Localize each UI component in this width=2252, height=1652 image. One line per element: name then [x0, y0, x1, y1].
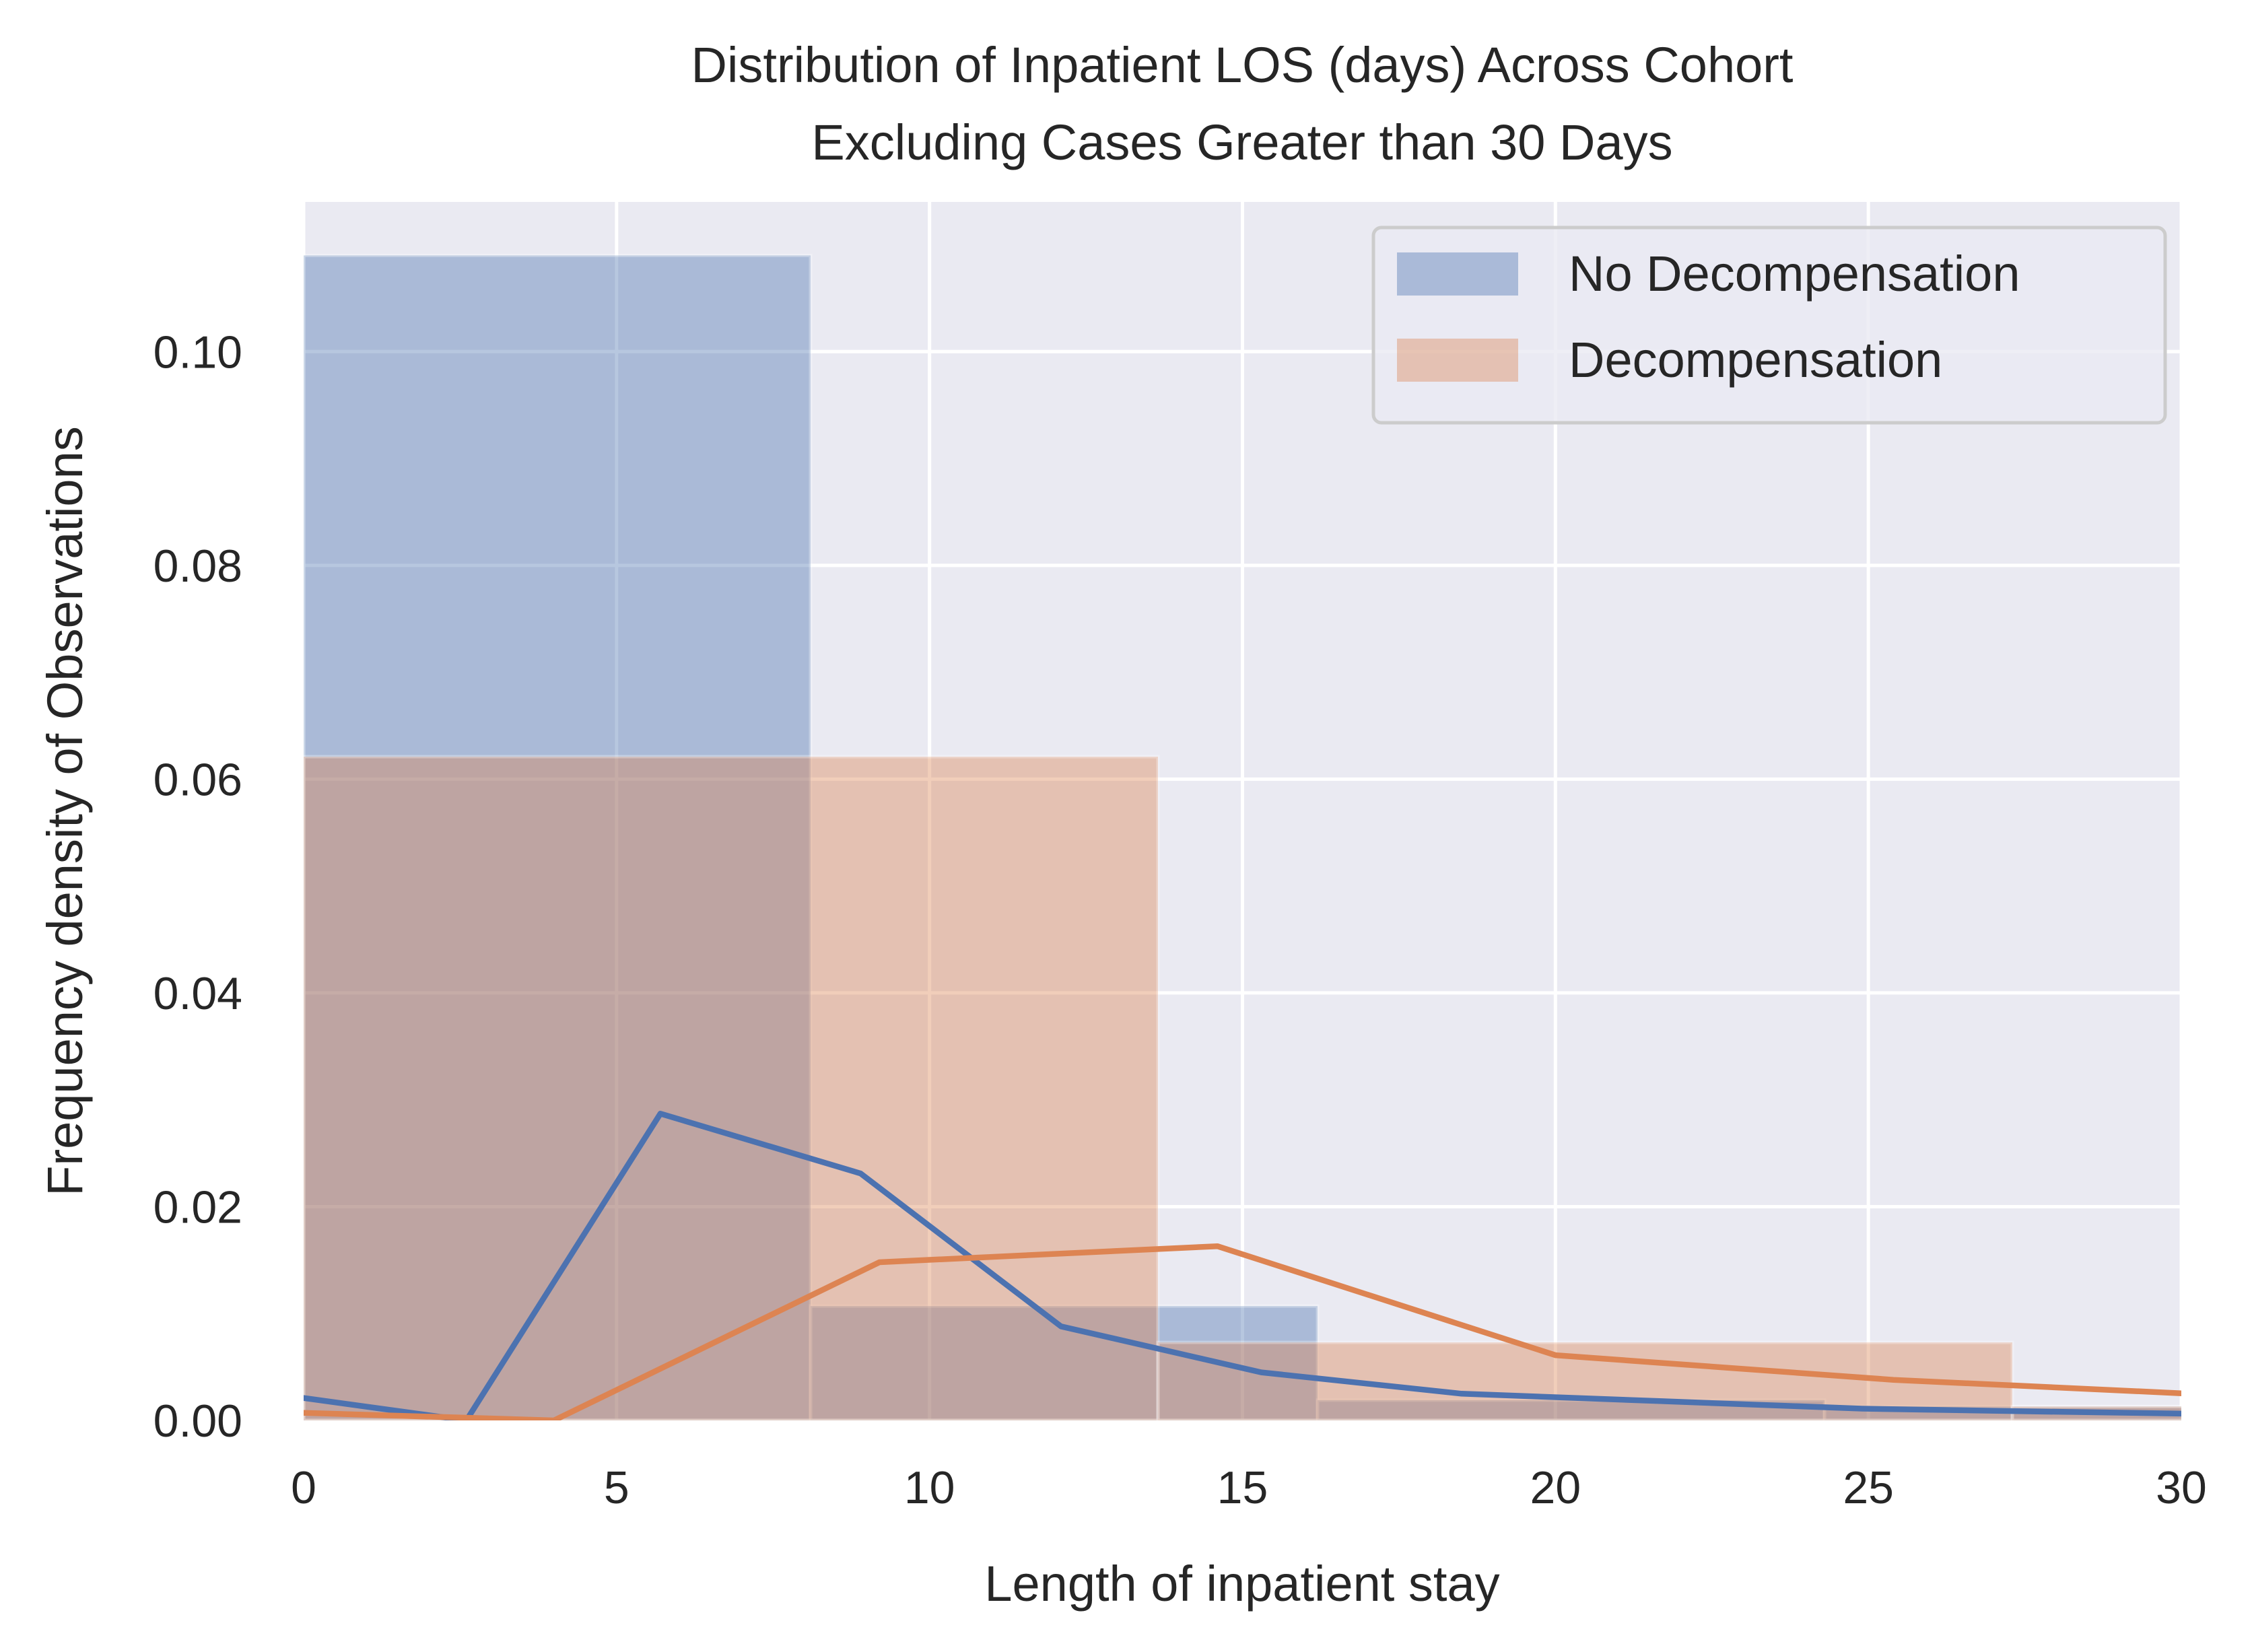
legend-label-decompensation: Decompensation	[1569, 332, 1942, 388]
y-tick-label: 0.10	[153, 326, 242, 378]
x-axis-label: Length of inpatient stay	[984, 1556, 1499, 1612]
y-axis-ticks: 0.00 0.02 0.04 0.06 0.08 0.10	[153, 326, 242, 1447]
y-tick-label: 0.02	[153, 1181, 242, 1233]
histogram-bar-no-decompensation	[304, 253, 813, 1420]
y-tick-label: 0.00	[153, 1396, 242, 1447]
y-tick-label: 0.04	[153, 968, 242, 1019]
x-tick-label: 0	[291, 1462, 316, 1513]
legend-frame	[1371, 226, 2167, 425]
chart-title: Distribution of Inpatient LOS (days) Acr…	[691, 37, 1794, 93]
histogram-bar-decompensation	[304, 755, 1160, 1420]
x-tick-label: 25	[1843, 1462, 1894, 1513]
density-lines	[304, 1111, 2181, 1420]
legend-swatch-no-decompensation	[1397, 252, 1518, 296]
x-axis-ticks: 0 5 10 15 20 25 30	[291, 1462, 2207, 1513]
y-tick-label: 0.06	[153, 754, 242, 805]
x-tick-label: 10	[904, 1462, 955, 1513]
x-tick-label: 30	[2156, 1462, 2207, 1513]
density-line-3	[304, 1243, 2181, 1420]
x-tick-label: 15	[1217, 1462, 1268, 1513]
y-axis-label: Frequency density of Observations	[37, 426, 93, 1196]
legend: No Decompensation Decompensation	[1371, 226, 2167, 425]
density-line-2	[304, 1111, 2181, 1420]
gridlines	[302, 202, 2183, 1422]
legend-label-no-decompensation: No Decompensation	[1569, 246, 2020, 302]
x-tick-label: 20	[1530, 1462, 1581, 1513]
chart-subtitle: Excluding Cases Greater than 30 Days	[811, 114, 1672, 170]
x-tick-label: 5	[604, 1462, 629, 1513]
legend-swatch-decompensation	[1397, 339, 1518, 382]
y-tick-label: 0.08	[153, 541, 242, 592]
